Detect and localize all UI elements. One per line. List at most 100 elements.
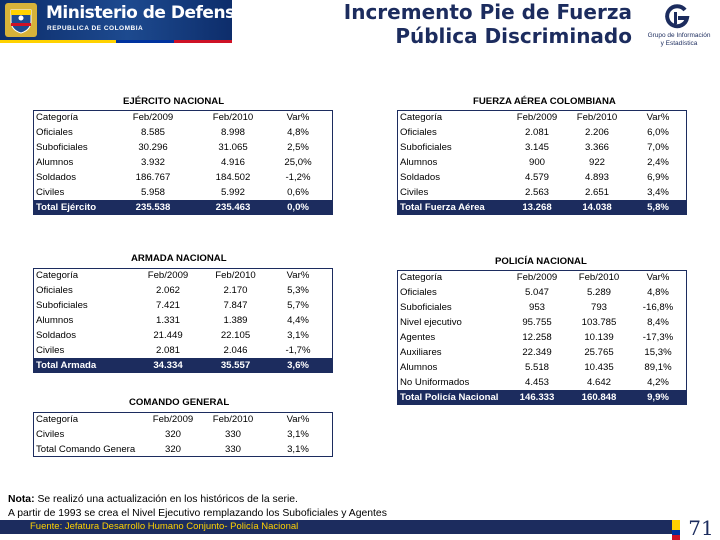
header-cell: Feb/2010 [212, 414, 254, 425]
category-cell: Alumnos [36, 157, 74, 168]
table-row: Suboficiales 953 793 -16,8% [397, 300, 687, 315]
table-title: POLICÍA NACIONAL [495, 256, 587, 267]
value-cell: 3.145 [524, 142, 549, 153]
page-number: 71 [688, 516, 714, 540]
value-cell: 2.170 [223, 285, 248, 296]
category-cell: Suboficiales [400, 302, 452, 313]
table-row: Alumnos 5.518 10.435 89,1% [397, 360, 687, 375]
note: Nota: Se realizó una actualización en lo… [8, 493, 387, 521]
variation-cell: -1,7% [285, 345, 311, 356]
value-cell: 10.139 [584, 332, 614, 343]
category-cell: Civiles [36, 187, 65, 198]
header-cell: Feb/2009 [516, 112, 558, 123]
footer-bar [0, 520, 672, 534]
table-header-row: Categoría Feb/2009 Feb/2010 Var% [33, 268, 333, 283]
category-cell: Agentes [400, 332, 436, 343]
category-cell: Civiles [36, 345, 65, 356]
value-cell: 103.785 [581, 317, 617, 328]
header-cell: Feb/2010 [212, 112, 254, 123]
total-variation: 3,1% [287, 444, 309, 455]
table-title: EJÉRCITO NACIONAL [123, 96, 225, 107]
table-row: Suboficiales 3.145 3.366 7,0% [397, 140, 687, 155]
total-value: 14.038 [582, 202, 612, 213]
total-value: 35.557 [220, 360, 251, 371]
value-cell: 5.992 [220, 187, 245, 198]
total-value: 235.463 [215, 202, 251, 213]
header-cell: Feb/2010 [215, 270, 256, 281]
value-cell: 5.047 [524, 287, 549, 298]
value-cell: 22.105 [220, 330, 251, 341]
table-row: Alumnos 3.932 4.916 25,0% [33, 155, 333, 170]
ministry-subtitle: REPUBLICA DE COLOMBIA [47, 25, 144, 32]
category-cell: Soldados [36, 330, 77, 341]
flag-stripe [0, 40, 232, 43]
category-cell: Civiles [36, 429, 65, 440]
total-label: Total Ejército [36, 202, 97, 213]
table-row: Soldados 186.767 184.502 -1,2% [33, 170, 333, 185]
total-variation: 5,8% [647, 202, 669, 213]
ministry-banner: Ministerio de Defensa Nacional REPUBLICA… [0, 0, 330, 40]
table-title: FUERZA AÉREA COLOMBIANA [473, 96, 616, 107]
page-title: Incremento Pie de Fuerza Pública Discrim… [344, 0, 632, 48]
value-cell: 320 [164, 429, 181, 440]
page-title-line1: Incremento Pie de Fuerza [343, 0, 632, 24]
source-text: Fuente: Jefatura Desarrollo Humano Conju… [30, 521, 299, 532]
total-row: Total Policía Nacional 146.333 160.848 9… [397, 390, 687, 405]
category-cell: Auxiliares [400, 347, 442, 358]
group-name-line1: Grupo de Información [647, 32, 711, 39]
header: Ministerio de Defensa Nacional REPUBLICA… [0, 0, 720, 62]
category-cell: No Uniformados [400, 377, 470, 388]
header-cell: Categoría [36, 112, 79, 123]
header-cell: Var% [646, 272, 670, 283]
value-cell: 922 [588, 157, 605, 168]
variation-cell: 0,6% [287, 187, 309, 198]
header-cell: Categoría [400, 112, 443, 123]
value-cell: 4.916 [220, 157, 245, 168]
total-value: 34.334 [153, 360, 183, 371]
group-name-line2: y Estadística [660, 40, 698, 47]
variation-cell: 4,8% [647, 287, 669, 298]
value-cell: 1.389 [223, 315, 248, 326]
table-row: Oficiales 5.047 5.289 4,8% [397, 285, 687, 300]
value-cell: 5.518 [524, 362, 549, 373]
value-cell: 31.065 [218, 142, 248, 153]
header-cell: Categoría [36, 414, 79, 425]
table-row: Suboficiales 30.296 31.065 2,5% [33, 140, 333, 155]
header-cell: Feb/2009 [147, 270, 189, 281]
variation-cell: 8,4% [647, 317, 669, 328]
value-cell: 953 [528, 302, 545, 313]
variation-cell: 3,1% [287, 429, 309, 440]
total-value: 320 [164, 444, 181, 455]
value-cell: 95.755 [522, 317, 552, 328]
variation-cell: -1,2% [285, 172, 311, 183]
table-border [33, 110, 333, 215]
table-row: Alumnos 900 922 2,4% [397, 155, 687, 170]
value-cell: 2.062 [155, 285, 180, 296]
category-cell: Suboficiales [36, 300, 88, 311]
total-row: Total Ejército 235.538 235.463 0,0% [33, 200, 333, 215]
table-header-row: Categoría Feb/2009 Feb/2010 Var% [33, 412, 333, 427]
total-variation: 9,9% [647, 392, 669, 403]
variation-cell: 7,0% [647, 142, 669, 153]
category-cell: Suboficiales [36, 142, 88, 153]
category-cell: Alumnos [36, 315, 74, 326]
total-row: Total Armada 34.334 35.557 3,6% [33, 358, 333, 373]
value-cell: 7.421 [155, 300, 180, 311]
header-cell: Feb/2010 [576, 112, 618, 123]
value-cell: 2.081 [155, 345, 180, 356]
category-cell: Alumnos [400, 362, 438, 373]
table-row: Civiles 320 330 3,1% [33, 427, 333, 442]
value-cell: 7.847 [223, 300, 248, 311]
table-row: Soldados 21.449 22.105 3,1% [33, 328, 333, 343]
variation-cell: 5,7% [287, 300, 309, 311]
value-cell: 4.893 [584, 172, 609, 183]
value-cell: 8.585 [140, 127, 165, 138]
note-label: Nota: [8, 494, 35, 505]
value-cell: 1.331 [155, 315, 180, 326]
value-cell: 900 [528, 157, 545, 168]
value-cell: 4.453 [524, 377, 549, 388]
value-cell: 330 [224, 429, 241, 440]
total-value: 13.268 [522, 202, 552, 213]
table-row: No Uniformados 4.453 4.642 4,2% [397, 375, 687, 390]
variation-cell: -17,3% [642, 332, 674, 343]
